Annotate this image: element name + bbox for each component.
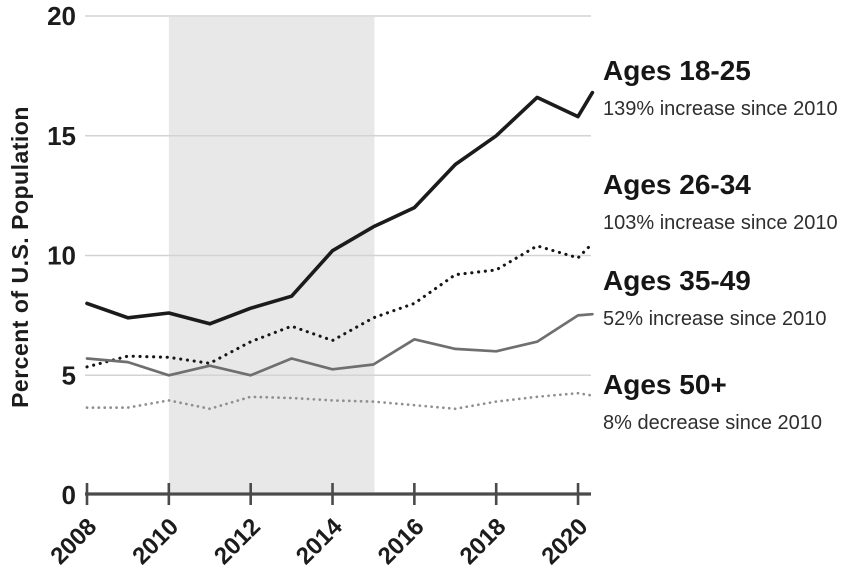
series-line-ages-50-	[85, 391, 594, 411]
y-tick-label-0: 0	[62, 480, 76, 510]
y-tick-label-15: 15	[47, 121, 76, 151]
legend-annotation: 103% increase since 2010	[603, 212, 838, 234]
legend-title: Ages 35-49	[603, 265, 751, 296]
x-tick-label-2014: 2014	[291, 513, 348, 570]
x-tick-label-2012: 2012	[209, 513, 266, 570]
x-tick-label-2018: 2018	[455, 513, 512, 570]
legend-annotation: 52% increase since 2010	[603, 308, 827, 330]
x-tick-label-2016: 2016	[373, 513, 430, 570]
legend-title: Ages 50+	[603, 369, 727, 400]
legend-title: Ages 26-34	[603, 169, 751, 200]
legend-item-ages-35-49: Ages 35-49 52% increase since 2010	[603, 266, 851, 331]
legend-annotation: 139% increase since 2010	[603, 98, 838, 120]
y-tick-label-10: 10	[47, 241, 76, 271]
legend-item-ages-18-25: Ages 18-25 139% increase since 2010	[603, 56, 851, 121]
legend-annotation: 8% decrease since 2010	[603, 412, 823, 434]
legend-item-ages-50-plus: Ages 50+ 8% decrease since 2010	[603, 370, 851, 435]
legend-title: Ages 18-25	[603, 55, 751, 86]
y-tick-label-20: 20	[47, 1, 76, 31]
series-line-ages-35-49	[85, 312, 594, 377]
x-tick-label-2020: 2020	[536, 513, 593, 570]
x-tick-label-2010: 2010	[127, 513, 184, 570]
x-tick-label-2008: 2008	[45, 513, 102, 570]
legend-item-ages-26-34: Ages 26-34 103% increase since 2010	[603, 170, 851, 235]
shaded-band-2010-2015	[168, 17, 375, 492]
y-tick-label-5: 5	[62, 360, 76, 390]
series-line-ages-18-25	[85, 90, 595, 326]
